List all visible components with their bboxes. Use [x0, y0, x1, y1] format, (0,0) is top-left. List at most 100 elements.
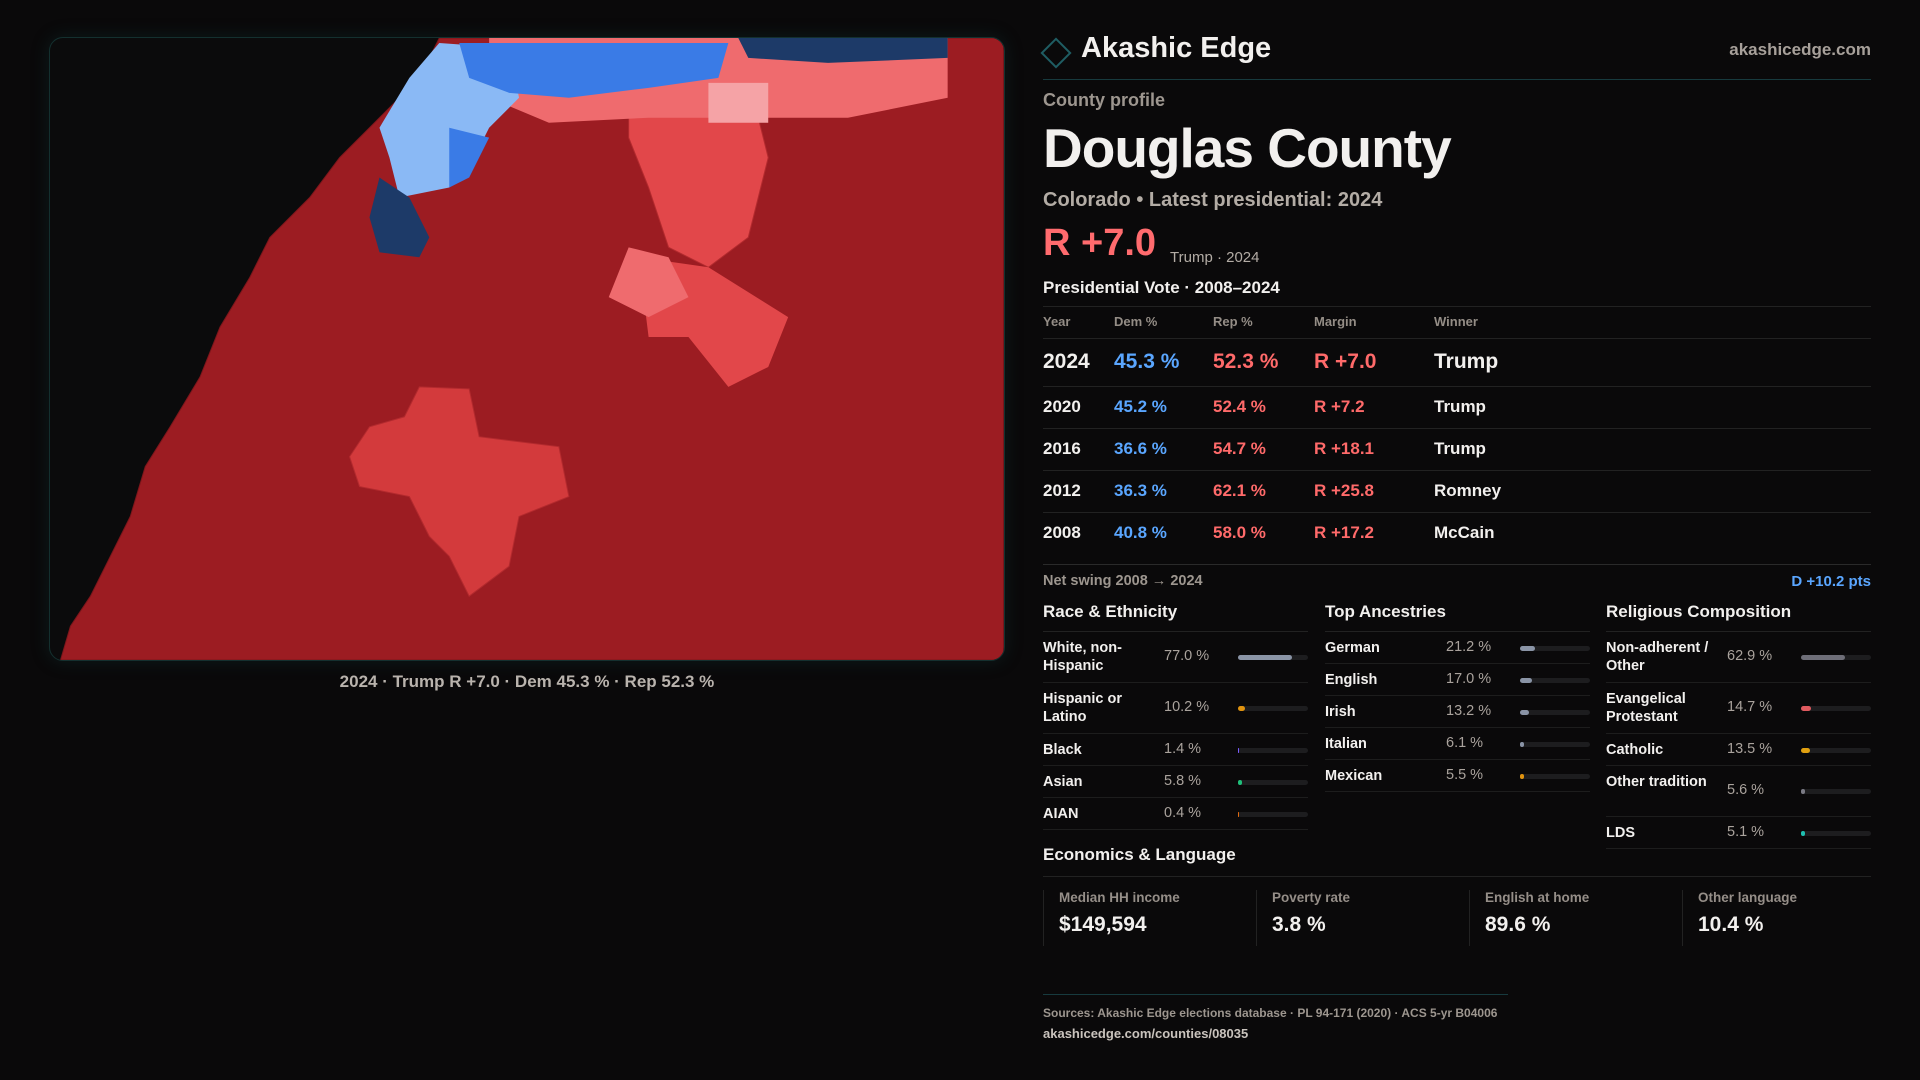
item-bar	[1238, 812, 1308, 817]
item-bar	[1238, 780, 1308, 785]
econ-stat: Median HH income $149,594	[1043, 890, 1256, 946]
item-bar-fill	[1520, 710, 1530, 715]
item-label: Italian	[1325, 736, 1367, 752]
item-value: 17.0 %	[1446, 671, 1492, 687]
county-url[interactable]: akashicedge.com/counties/08035	[1043, 1026, 1249, 1041]
item-label: German	[1325, 640, 1380, 656]
econ-stat: Poverty rate 3.8 %	[1256, 890, 1469, 946]
vote-dem: 45.2 %	[1114, 397, 1167, 416]
precinct-region-dark-d-2	[738, 38, 948, 63]
econ-stat: Other language 10.4 %	[1682, 890, 1895, 946]
vote-row: 2024 45.3 % 52.3 % R +7.0 Trump	[1043, 338, 1871, 386]
vote-row: 2016 36.6 % 54.7 % R +18.1 Trump	[1043, 428, 1871, 470]
list-item: Black 1.4 %	[1043, 734, 1308, 766]
vote-dem: 36.6 %	[1114, 439, 1167, 458]
item-value: 14.7 %	[1727, 699, 1773, 715]
kicker: County profile	[1043, 90, 1165, 110]
item-value: 13.2 %	[1446, 703, 1492, 719]
item-value: 5.8 %	[1164, 773, 1202, 789]
list-item: English 17.0 %	[1325, 664, 1590, 696]
precinct-map-svg[interactable]	[50, 38, 1004, 660]
precinct-region-suburb	[608, 247, 689, 318]
race-section: Race & Ethnicity White, non-Hispanic 77.0…	[1043, 600, 1308, 830]
item-value: 1.4 %	[1164, 741, 1202, 757]
vote-dem: 40.8 %	[1114, 523, 1167, 542]
item-bar	[1520, 678, 1590, 683]
vote-rep: 52.3 %	[1213, 350, 1279, 373]
list-item: Catholic 13.5 %	[1606, 734, 1871, 766]
item-bar	[1801, 748, 1871, 753]
item-bar	[1520, 646, 1590, 651]
item-bar-fill	[1238, 780, 1243, 785]
item-label: LDS	[1606, 825, 1635, 841]
vote-winner: McCain	[1434, 523, 1495, 542]
item-bar	[1520, 742, 1590, 747]
headline-margin: R +7.0	[1043, 222, 1157, 264]
item-value: 0.4 %	[1164, 805, 1202, 821]
sources: Sources: Akashic Edge elections database…	[1043, 1006, 1498, 1020]
stat-value: $149,594	[1059, 913, 1147, 936]
diamond-logo-icon	[1040, 37, 1072, 69]
item-label: Non-adherent / Other	[1606, 640, 1709, 674]
item-bar	[1520, 710, 1590, 715]
stat-value: 89.6 %	[1485, 913, 1551, 936]
econ-title: Economics & Language	[1043, 845, 1871, 877]
vote-margin: R +25.8	[1314, 481, 1375, 500]
votes-title: Presidential Vote · 2008–2024	[1043, 278, 1280, 297]
precinct-region-safe-r	[59, 38, 1004, 660]
item-value: 21.2 %	[1446, 639, 1492, 655]
vote-row: 2008 40.8 % 58.0 % R +17.2 McCain	[1043, 512, 1871, 554]
vote-year: 2020	[1043, 397, 1081, 416]
vote-rep: 52.4 %	[1213, 397, 1266, 416]
item-bar-fill	[1238, 655, 1292, 660]
item-label: AIAN	[1043, 806, 1079, 822]
vote-dem: 36.3 %	[1114, 481, 1167, 500]
list-item: Evangelical Protestant 14.7 %	[1606, 683, 1871, 734]
col-dem: Dem %	[1114, 314, 1158, 329]
item-bar-fill	[1238, 748, 1240, 753]
swing-label: Net swing 2008 → 2024	[1043, 573, 1203, 589]
religion-title: Religious Composition	[1606, 600, 1871, 632]
list-item: Mexican 5.5 %	[1325, 760, 1590, 792]
item-value: 10.2 %	[1164, 699, 1210, 715]
item-bar	[1520, 774, 1590, 779]
item-bar-fill	[1238, 812, 1240, 817]
item-bar-fill	[1520, 678, 1532, 683]
vote-margin: R +17.2	[1314, 523, 1375, 542]
item-label: White, non-Hispanic	[1043, 640, 1122, 674]
precinct-region-dark-d	[369, 177, 430, 258]
site-link[interactable]: akashicedge.com	[1729, 40, 1871, 59]
item-label: Evangelical Protestant	[1606, 691, 1686, 725]
vote-rep: 54.7 %	[1213, 439, 1266, 458]
list-item: White, non-Hispanic 77.0 %	[1043, 632, 1308, 683]
stat-label: English at home	[1485, 890, 1590, 905]
item-label: English	[1325, 672, 1378, 688]
list-item: Other tradition 5.6 %	[1606, 766, 1871, 817]
county-map[interactable]	[49, 37, 1005, 661]
item-bar	[1801, 655, 1871, 660]
item-label: Black	[1043, 742, 1082, 758]
vote-winner: Trump	[1434, 350, 1499, 373]
item-value: 13.5 %	[1727, 741, 1773, 757]
item-bar-fill	[1520, 742, 1525, 747]
list-item: Italian 6.1 %	[1325, 728, 1590, 760]
item-value: 77.0 %	[1164, 648, 1210, 664]
item-value: 5.6 %	[1727, 782, 1765, 798]
vote-row: 2012 36.3 % 62.1 % R +25.8 Romney	[1043, 470, 1871, 512]
vote-margin: R +18.1	[1314, 439, 1375, 458]
item-bar-fill	[1801, 789, 1805, 794]
list-item: AIAN 0.4 %	[1043, 798, 1308, 830]
margin-note: Trump · 2024	[1170, 249, 1260, 266]
item-label: Hispanic or Latino	[1043, 691, 1122, 725]
header: Akashic Edge akashicedge.com	[1040, 32, 1871, 80]
item-bar-fill	[1801, 748, 1811, 753]
stat-label: Poverty rate	[1272, 890, 1351, 905]
econ-stat: English at home 89.6 %	[1469, 890, 1682, 946]
item-bar	[1238, 706, 1308, 711]
ancestry-title: Top Ancestries	[1325, 600, 1590, 632]
item-value: 62.9 %	[1727, 648, 1773, 664]
list-item: Non-adherent / Other 62.9 %	[1606, 632, 1871, 683]
vote-year: 2008	[1043, 523, 1081, 542]
col-year: Year	[1043, 314, 1071, 329]
list-item: LDS 5.1 %	[1606, 817, 1871, 849]
